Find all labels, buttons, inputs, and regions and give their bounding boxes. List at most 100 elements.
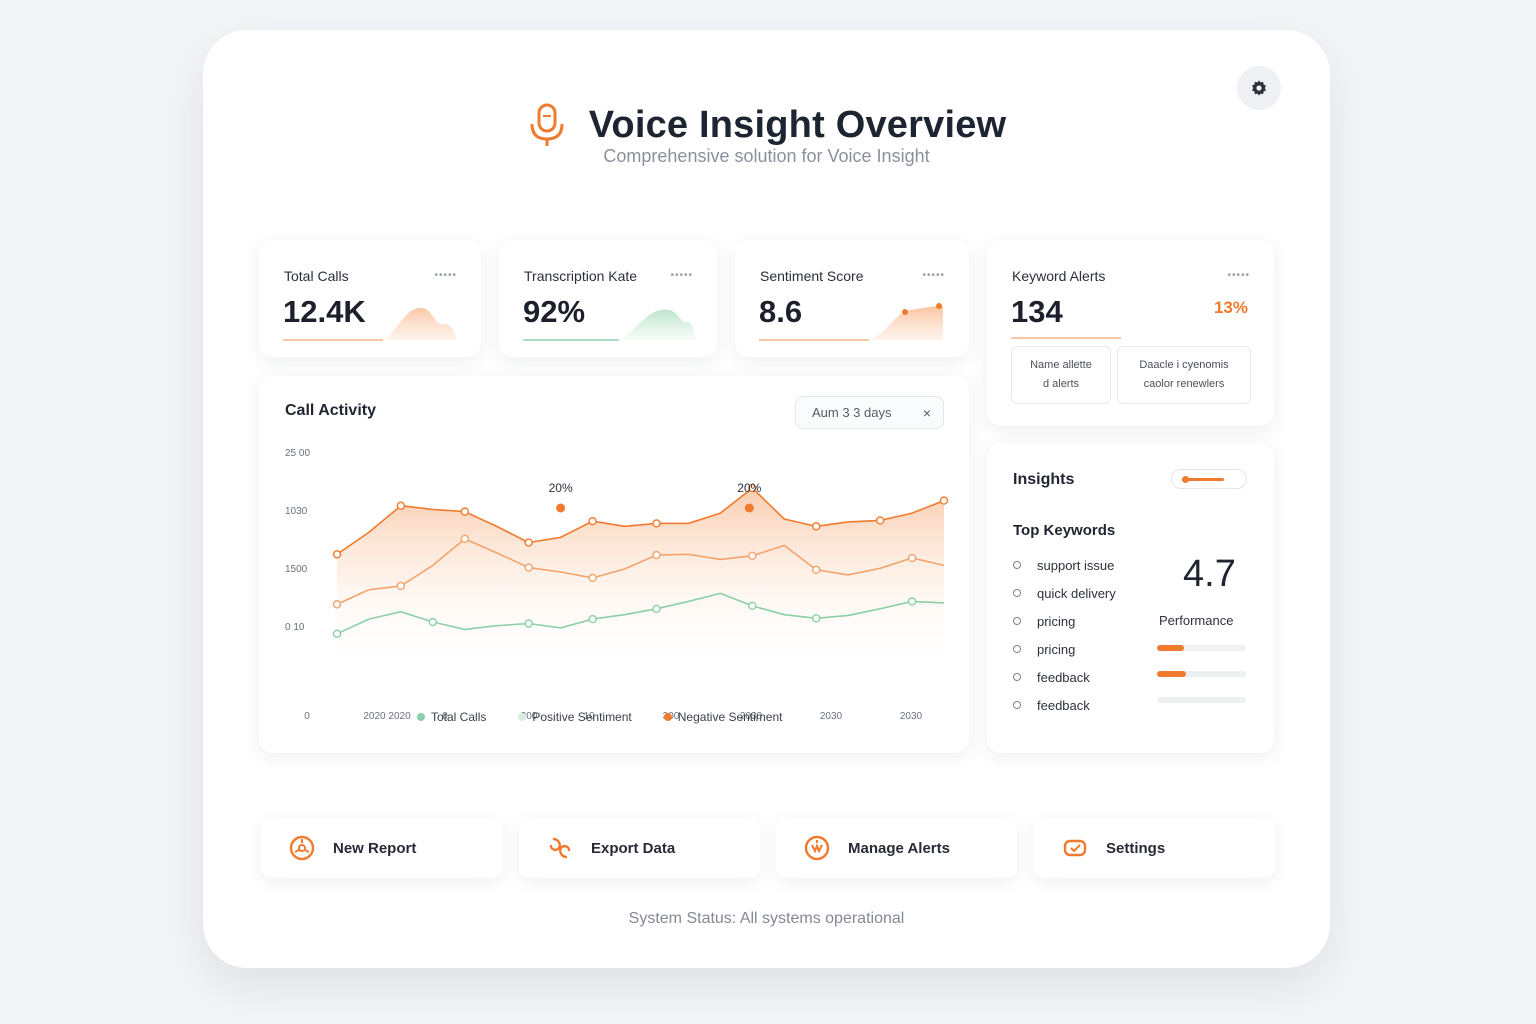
- top-keywords-title: Top Keywords: [1013, 522, 1116, 539]
- keyword-alerts-card: Keyword Alerts ••••• 134 13% Name allett…: [987, 240, 1274, 426]
- bullet-icon: [1013, 701, 1021, 709]
- stat-label: Transcription Kate: [524, 268, 638, 284]
- sparkline: [283, 307, 457, 341]
- data-point: [907, 597, 917, 606]
- positive-sentiment-line: [336, 537, 945, 606]
- legend-label: Negative Sentiment: [677, 710, 783, 724]
- more-icon[interactable]: •••••: [1227, 270, 1250, 281]
- list-item[interactable]: pricing: [1013, 607, 1116, 635]
- legend-dot: [518, 713, 527, 721]
- data-point: [588, 614, 597, 624]
- more-icon[interactable]: •••••: [434, 270, 457, 281]
- data-point: [460, 507, 469, 516]
- data-point: [652, 550, 661, 560]
- performance-bar-fill: [1157, 645, 1184, 651]
- performance-bar: [1157, 697, 1246, 703]
- close-icon[interactable]: ×: [922, 404, 931, 421]
- callout-label: 20%: [737, 481, 761, 495]
- performance-bar: [1157, 671, 1246, 677]
- list-item[interactable]: pricing: [1013, 635, 1116, 663]
- data-point: [332, 550, 342, 559]
- list-item[interactable]: feedback: [1013, 691, 1116, 719]
- negative-sentiment-line: [336, 487, 945, 555]
- data-point: [812, 565, 821, 574]
- alert-box-text: Name allette: [1030, 359, 1092, 371]
- alert-box-1[interactable]: Name allette d alerts: [1011, 346, 1111, 404]
- performance-label: Performance: [1159, 613, 1234, 628]
- new-report-button[interactable]: New Report: [261, 818, 502, 878]
- data-point: [524, 538, 533, 547]
- x-tick-label: 300: [521, 711, 538, 722]
- list-item[interactable]: feedback: [1013, 663, 1116, 691]
- action-label: Settings: [1106, 839, 1166, 857]
- date-range-filter[interactable]: Aum 3 3 days ×: [795, 396, 944, 429]
- legend-item-negative[interactable]: Negative Sentiment: [663, 710, 783, 724]
- gear-icon: [1252, 80, 1266, 96]
- page-subtitle: Comprehensive solution for Voice Insight: [603, 146, 930, 166]
- call-activity-card: Call Activity Aum 3 3 days × 25 00 1030 15…: [259, 376, 969, 753]
- legend-dot: [663, 713, 672, 721]
- legend-item-positive[interactable]: Positive Sentiment: [518, 710, 632, 724]
- callout-point: [556, 503, 566, 513]
- list-item[interactable]: quick delivery: [1013, 579, 1116, 607]
- action-label: New Report: [333, 839, 417, 857]
- alerts-badge: 13%: [1213, 298, 1248, 317]
- y-tick-label: 1500: [285, 564, 308, 575]
- stat-card-transcription[interactable]: Transcription Kate ••••• 92%: [499, 240, 717, 357]
- toggle-knob: [1182, 476, 1189, 483]
- performance-value: 4.7: [1183, 553, 1236, 595]
- list-item[interactable]: support issue: [1013, 551, 1116, 579]
- bullet-icon: [1013, 589, 1021, 597]
- stat-label: Total Calls: [284, 268, 349, 284]
- alerts-sparkline: [1011, 337, 1121, 339]
- keyword-label: pricing: [1037, 641, 1076, 657]
- stat-value: 12.4K: [283, 294, 366, 329]
- data-point: [748, 551, 757, 560]
- stat-card-total-calls[interactable]: Total Calls ••••• 12.4K: [259, 240, 481, 357]
- keyword-list: support issue quick delivery pricing pri…: [1013, 551, 1116, 719]
- total-calls-line: [336, 592, 945, 635]
- data-point: [588, 573, 597, 583]
- more-icon[interactable]: •••••: [670, 270, 693, 281]
- settings-button[interactable]: Settings: [1034, 818, 1275, 878]
- main-panel: Voice Insight Overview Comprehensive sol…: [203, 30, 1330, 968]
- stat-value: 134: [1011, 294, 1063, 329]
- keyword-label: support issue: [1037, 557, 1115, 573]
- chart-legend: Total Calls Positive Sentiment Negative …: [417, 710, 782, 724]
- export-data-button[interactable]: Export Data: [519, 818, 760, 878]
- toggle-track: [1182, 478, 1224, 481]
- sparkline: [523, 309, 695, 341]
- stat-card-sentiment[interactable]: Sentiment Score ••••• 8.6: [735, 240, 969, 357]
- action-label: Export Data: [591, 839, 676, 857]
- manage-alerts-button[interactable]: Manage Alerts: [776, 818, 1017, 878]
- alert-box-text: Daacle i cyenomis: [1139, 359, 1229, 371]
- data-point: [396, 501, 406, 510]
- insights-toggle[interactable]: [1171, 469, 1247, 489]
- performance-bar-fill: [1157, 671, 1187, 677]
- alert-box-2[interactable]: Daacle i cyenomis caolor renewlers: [1117, 346, 1251, 404]
- system-status: System Status: All systems operational: [628, 910, 905, 927]
- alert-box-text: d alerts: [1042, 378, 1080, 390]
- data-point: [396, 581, 406, 591]
- date-range-label: Aum 3 3 days: [812, 405, 892, 420]
- bullet-icon: [1013, 645, 1021, 653]
- report-icon: [289, 835, 315, 861]
- y-tick-label: 1030: [285, 506, 308, 517]
- callout-point: [744, 503, 754, 513]
- header-settings-button[interactable]: [1237, 66, 1281, 110]
- keyword-label: pricing: [1037, 613, 1076, 629]
- data-point: [460, 534, 469, 544]
- y-tick-label: 25 00: [285, 448, 310, 459]
- keyword-label: quick delivery: [1037, 585, 1116, 601]
- more-icon[interactable]: •••••: [922, 270, 945, 281]
- data-point: [524, 619, 533, 628]
- y-tick-label: 0 10: [285, 622, 305, 633]
- legend-item-total[interactable]: Total Calls: [417, 710, 486, 724]
- data-point: [812, 522, 821, 531]
- microphone-icon: [530, 103, 564, 146]
- alert-box-text: caolor renewlers: [1143, 378, 1225, 390]
- data-point: [524, 563, 533, 572]
- keyword-label: feedback: [1037, 697, 1090, 713]
- performance-bar: [1157, 645, 1246, 651]
